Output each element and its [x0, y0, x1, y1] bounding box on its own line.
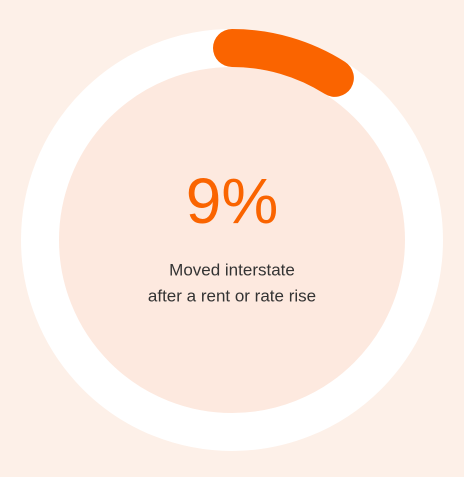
value-label: 9% — [186, 165, 279, 237]
progress-arc — [213, 29, 354, 97]
caption-line: after a rent or rate rise — [148, 286, 316, 305]
caption-line: Moved interstate — [169, 260, 295, 279]
ring-track — [21, 29, 443, 451]
